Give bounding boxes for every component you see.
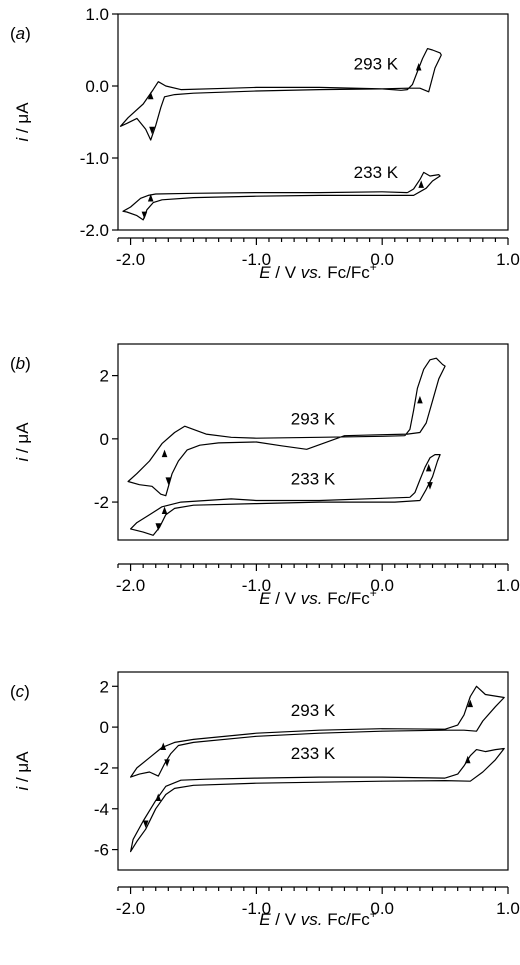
series-label: 293 K bbox=[291, 701, 336, 720]
panel-label: (a) bbox=[10, 24, 31, 43]
y-tick-label: -2.0 bbox=[80, 221, 109, 240]
scan-direction-arrow bbox=[155, 793, 162, 802]
x-tick-label: -2.0 bbox=[116, 576, 145, 595]
scan-direction-arrow bbox=[160, 742, 167, 751]
x-tick-label: 0.0 bbox=[370, 576, 394, 595]
scan-direction-arrow bbox=[415, 63, 422, 71]
x-tick-label: 1.0 bbox=[496, 576, 520, 595]
x-tick-label: -1.0 bbox=[242, 899, 271, 918]
x-tick-label: 1.0 bbox=[496, 899, 520, 918]
x-tick-label: -1.0 bbox=[242, 576, 271, 595]
panel-label: (b) bbox=[10, 354, 31, 373]
cv-trace-293k bbox=[130, 685, 505, 778]
scan-direction-arrow bbox=[165, 477, 172, 485]
scan-direction-arrow bbox=[418, 180, 424, 188]
cv-trace-233k bbox=[130, 747, 505, 853]
series-label: 233 K bbox=[291, 744, 336, 763]
y-tick-label: -1.0 bbox=[80, 149, 109, 168]
plot-frame bbox=[117, 13, 509, 231]
scan-direction-arrow bbox=[155, 523, 162, 531]
y-tick-label: -2 bbox=[94, 493, 109, 512]
scan-direction-arrow bbox=[161, 506, 168, 515]
cv-trace-293k bbox=[119, 48, 442, 141]
y-axis-label: i / μA bbox=[13, 102, 32, 142]
y-tick-label: -4 bbox=[94, 800, 109, 819]
scan-direction-arrow bbox=[467, 699, 474, 708]
y-tick-label: 1.0 bbox=[85, 5, 109, 24]
y-tick-label: 0.0 bbox=[85, 77, 109, 96]
cv-trace-233k bbox=[130, 454, 441, 536]
cv-panel-a: -2.0 -1.0 0.0 1.0 -2.0 -1.0 0.0 1.0 E / V vs. Fc… bbox=[10, 5, 520, 282]
series-label: 233 K bbox=[291, 470, 336, 489]
y-tick-label: 0 bbox=[100, 718, 109, 737]
scan-direction-arrow bbox=[141, 211, 148, 220]
plot-frame bbox=[117, 343, 509, 541]
y-axis-label: i / μA bbox=[13, 422, 32, 462]
cv-panel-b: -2 0 2 -2.0 -1.0 0.0 1.0 E / V vs. Fc/Fc+ i / μA… bbox=[10, 343, 520, 608]
x-tick-label: -2.0 bbox=[116, 250, 145, 269]
x-tick-label: -1.0 bbox=[242, 250, 271, 269]
scan-direction-arrow bbox=[164, 759, 170, 767]
y-tick-label: 0 bbox=[100, 430, 109, 449]
x-tick-label: 0.0 bbox=[370, 250, 394, 269]
y-tick-label: 2 bbox=[100, 677, 109, 696]
scan-direction-arrow bbox=[161, 449, 168, 458]
scan-direction-arrow bbox=[147, 91, 154, 100]
scan-direction-arrow bbox=[147, 194, 154, 202]
x-tick-label: 0.0 bbox=[370, 899, 394, 918]
plot-frame bbox=[117, 671, 509, 871]
series-label: 293 K bbox=[354, 54, 399, 73]
cv-trace-233k bbox=[122, 171, 441, 221]
y-axis-label: i / μA bbox=[13, 751, 32, 791]
scan-direction-arrow bbox=[425, 463, 432, 472]
x-axis-label: E / V vs. Fc/Fc+ bbox=[259, 586, 377, 608]
series-label: 293 K bbox=[291, 410, 336, 429]
series-label: 233 K bbox=[354, 163, 399, 182]
y-tick-label: 2 bbox=[100, 367, 109, 386]
scan-direction-arrow bbox=[464, 755, 471, 764]
scan-direction-arrow bbox=[417, 395, 423, 404]
panel-label: (c) bbox=[10, 682, 30, 701]
x-tick-label: -2.0 bbox=[116, 899, 145, 918]
scan-direction-arrow bbox=[142, 820, 149, 829]
scan-direction-arrow bbox=[149, 126, 155, 135]
y-tick-label: -6 bbox=[94, 841, 109, 860]
x-axis-label: E / V vs. Fc/Fc+ bbox=[259, 907, 377, 929]
x-tick-label: 1.0 bbox=[496, 250, 520, 269]
cv-trace-293k bbox=[127, 357, 446, 497]
scan-direction-arrow bbox=[427, 482, 433, 490]
y-tick-label: -2 bbox=[94, 759, 109, 778]
cv-panel-c: -6 -4 -2 0 2 -2.0 -1.0 0.0 1.0 E / V vs. Fc/Fc+ i … bbox=[10, 671, 520, 929]
x-axis-label: E / V vs. Fc/Fc+ bbox=[259, 260, 377, 282]
